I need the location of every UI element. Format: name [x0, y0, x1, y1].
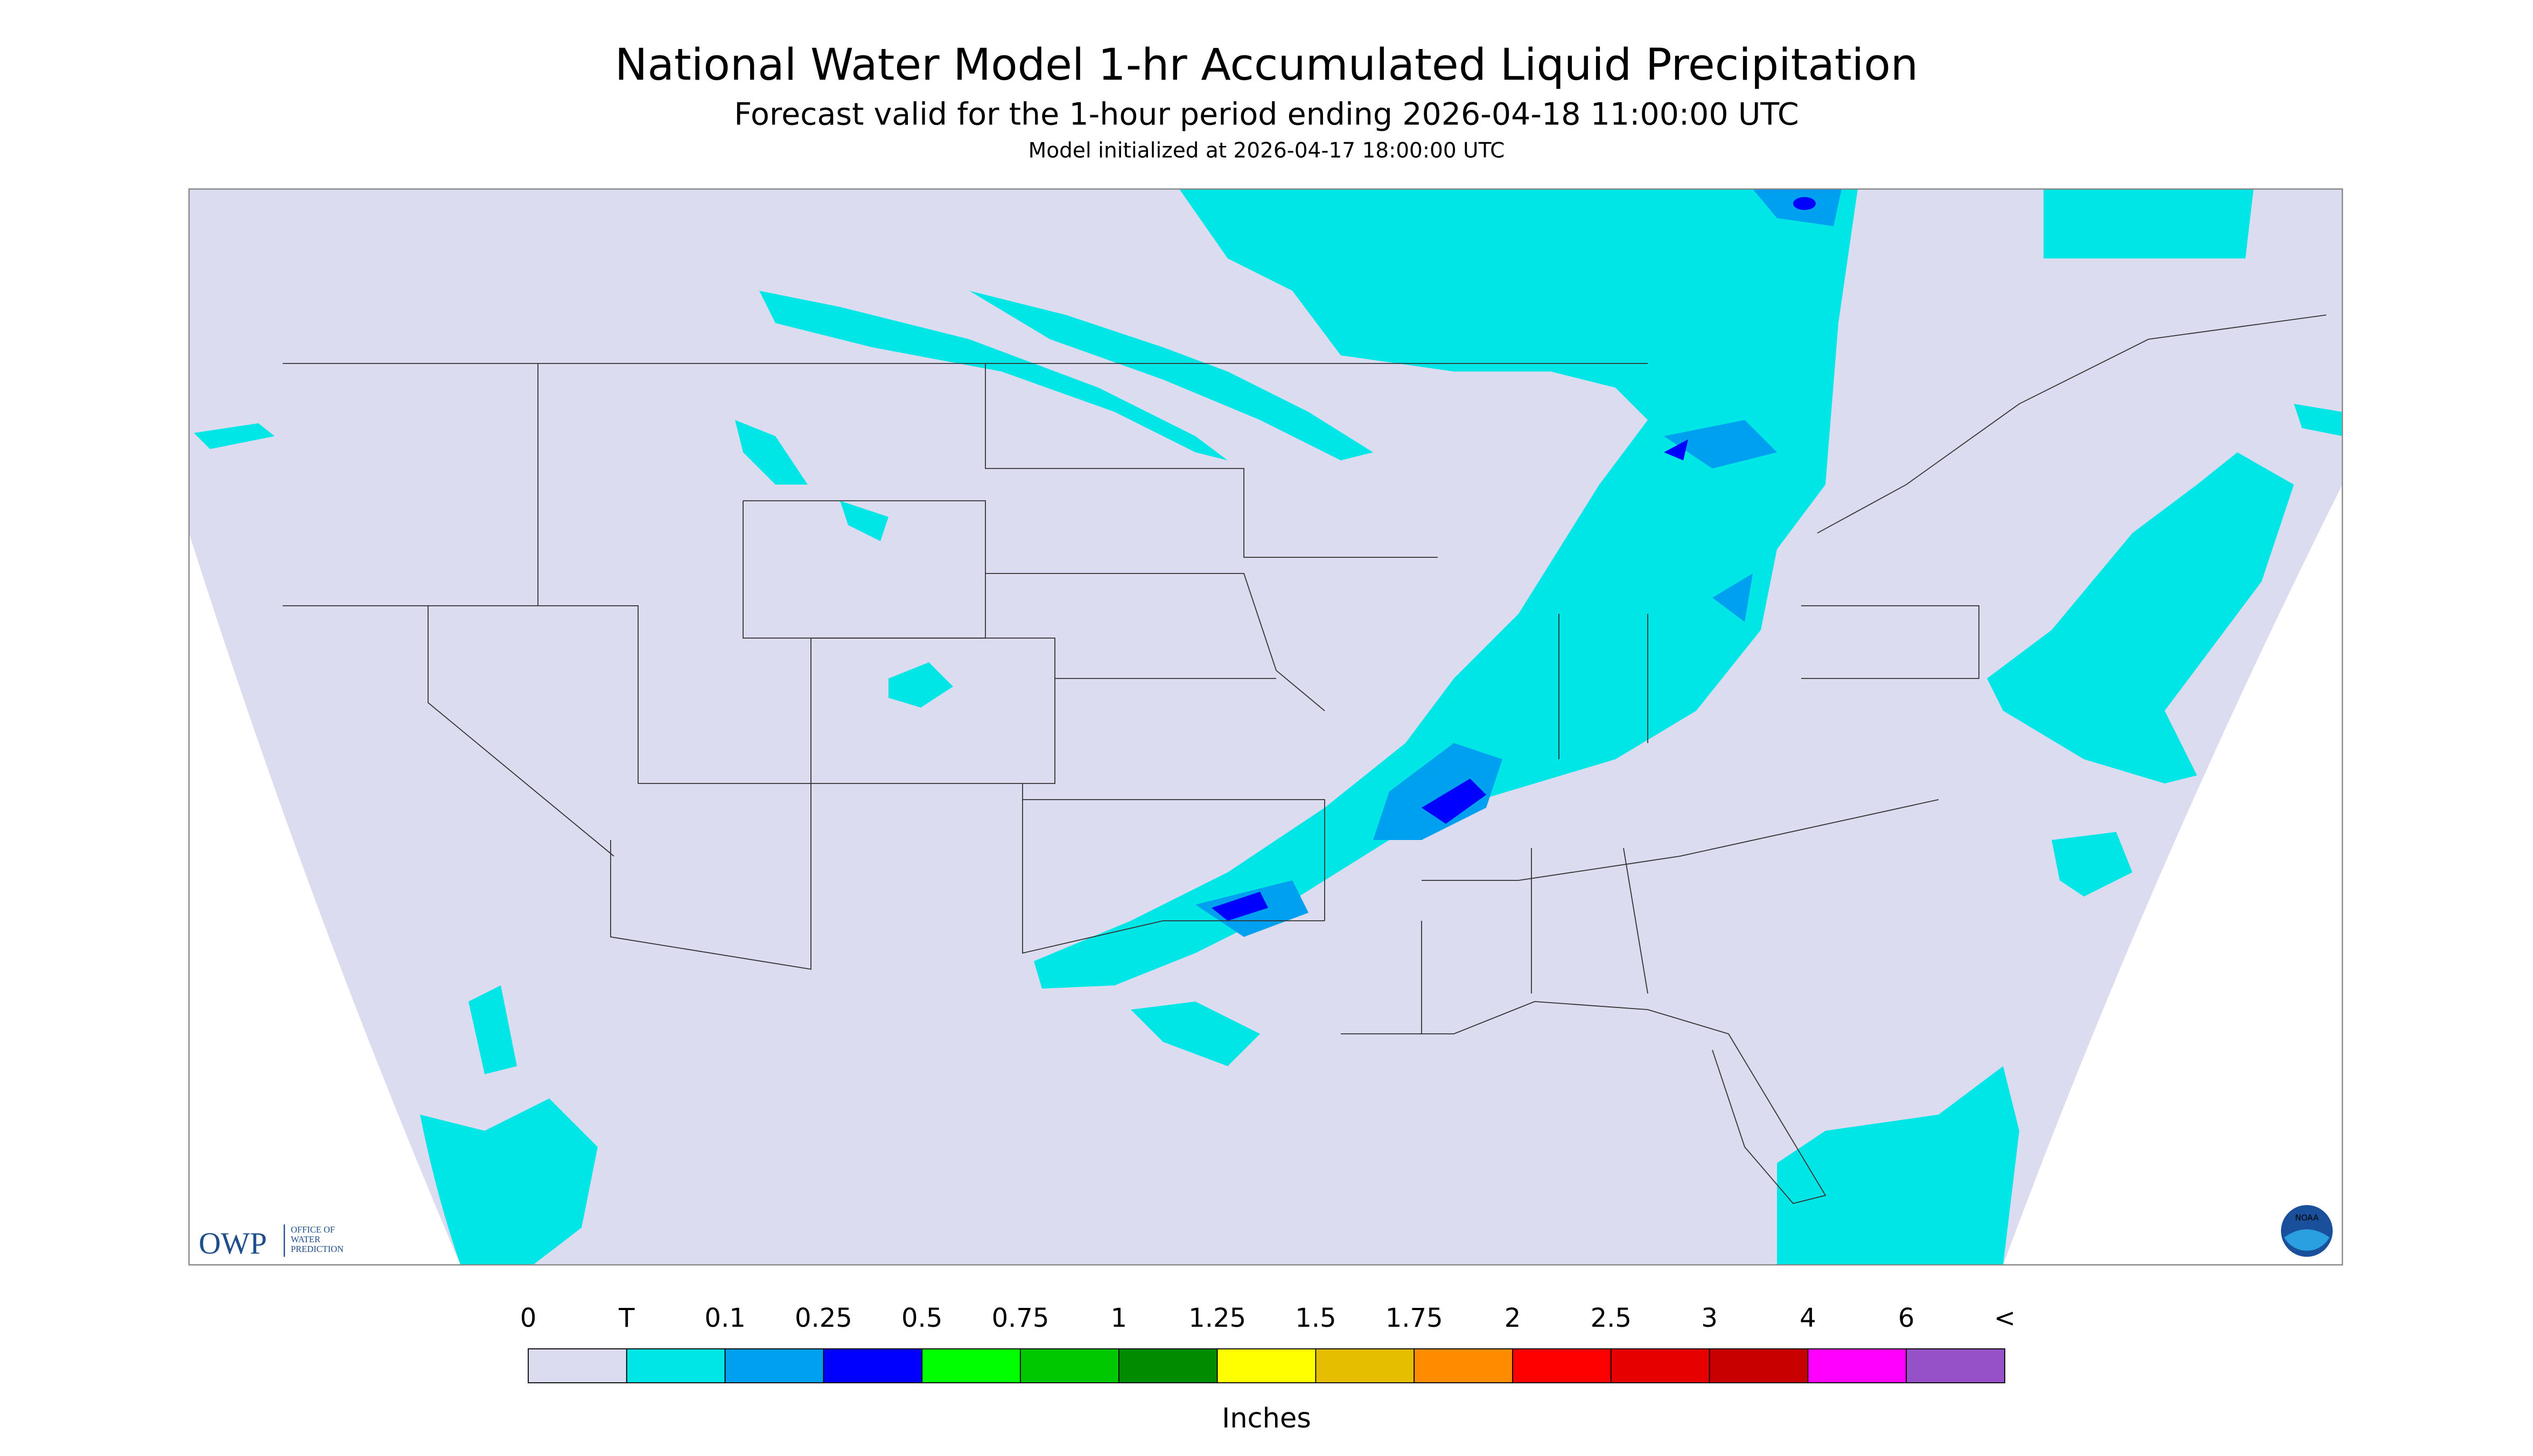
legend-label: 2 [1505, 1303, 1521, 1333]
legend-swatch [1906, 1348, 2005, 1383]
legend-label: 0.5 [901, 1303, 942, 1333]
legend: 0 T 0.1 0.25 0.5 0.75 1 1.25 1.5 1.75 2 2.5 3 4 6 < [520, 1303, 2016, 1383]
precip-heavy [1212, 197, 1816, 921]
legend-label: T [618, 1303, 635, 1333]
legend-swatch [1807, 1348, 1907, 1383]
owp-line: PREDICTION [291, 1244, 344, 1254]
precip-light [194, 189, 2342, 1265]
legend-swatch [528, 1348, 627, 1383]
owp-text: OWP [199, 1227, 267, 1261]
legend-swatch [724, 1348, 824, 1383]
legend-label: 0 [520, 1303, 537, 1333]
legend-label: 6 [1898, 1303, 1915, 1333]
legend-swatch [1512, 1348, 1612, 1383]
legend-label: 0.75 [992, 1303, 1049, 1333]
legend-swatch [921, 1348, 1021, 1383]
legend-label: 0.25 [795, 1303, 852, 1333]
owp-line: WATER [291, 1234, 320, 1244]
map-frame [188, 188, 2343, 1266]
legend-label: 0.1 [704, 1303, 745, 1333]
legend-label: 2.5 [1591, 1303, 1632, 1333]
legend-swatch [823, 1348, 923, 1383]
legend-unit: Inches [1222, 1403, 1311, 1434]
legend-label: 1.25 [1188, 1303, 1246, 1333]
legend-swatch [1414, 1348, 1513, 1383]
precip-moderate [1195, 189, 1842, 937]
legend-label: < [1994, 1303, 2016, 1333]
noaa-logo: NOAA [2281, 1205, 2333, 1257]
legend-swatch [1315, 1348, 1415, 1383]
noaa-text: NOAA [2295, 1213, 2319, 1223]
legend-swatch [1118, 1348, 1218, 1383]
legend-label: 1.75 [1386, 1303, 1443, 1333]
legend-label: 4 [1800, 1303, 1816, 1333]
legend-label: 1 [1111, 1303, 1128, 1333]
title: National Water Model 1-hr Accumulated Li… [615, 40, 1918, 90]
legend-swatch [1020, 1348, 1119, 1383]
legend-swatch [1709, 1348, 1809, 1383]
noaa-wave [2284, 1229, 2329, 1251]
legend-swatch [1610, 1348, 1710, 1383]
init-note: Model initialized at 2026-04-17 18:00:00… [1028, 139, 1505, 163]
state-borders [283, 314, 2327, 1205]
owp-line: OFFICE OF [291, 1224, 335, 1235]
legend-label: 1.5 [1295, 1303, 1336, 1333]
map: OWP OFFICE OF WATER PREDICTION NOAA [188, 188, 2343, 1266]
owp-logo: OWP OFFICE OF WATER PREDICTION [199, 1224, 344, 1261]
legend-swatch [626, 1348, 726, 1383]
domain-area [189, 189, 2342, 1265]
subtitle: Forecast valid for the 1-hour period end… [734, 97, 1799, 132]
legend-swatch [1216, 1348, 1317, 1383]
legend-label: 3 [1701, 1303, 1718, 1333]
